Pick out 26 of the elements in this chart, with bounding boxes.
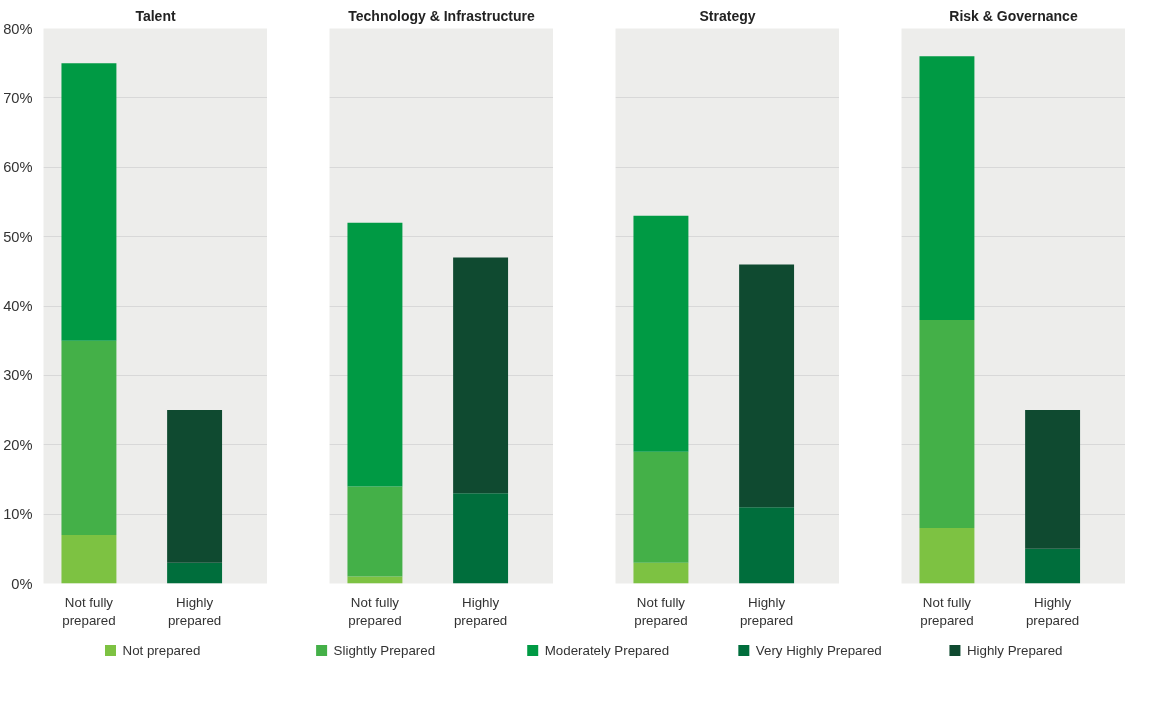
chart-title: Strategy [699,7,756,24]
y-tick-label: 20% [3,436,33,453]
x-tick-label: Highly prepared [739,594,794,628]
legend-label: Highly Prepared [966,643,1063,658]
y-tick-label: 60% [3,159,33,176]
legend-label: Slightly Prepared [333,643,436,658]
x-tick-label: Not fully prepared [634,594,688,628]
y-tick-label: 40% [3,298,33,314]
x-tick-label: Highly prepared [1025,594,1080,628]
x-tick-label: Not fully prepared [920,594,974,628]
y-tick-label: 0% [11,575,33,592]
x-tick-label: Highly prepared [453,594,508,628]
y-tick-label: 80% [3,20,33,37]
x-tick-label: Not fully prepared [62,594,116,628]
legend-label: Moderately Prepared [544,643,670,658]
x-tick-label: Highly prepared [167,594,222,628]
chart-title: Talent [135,7,176,24]
legend-label: Very Highly Prepared [755,643,882,658]
y-tick-label: 30% [3,367,33,384]
y-tick-label: 10% [3,506,33,523]
y-tick-label: 70% [3,89,33,106]
chart-title: Risk & Governance [949,7,1078,24]
x-tick-label: Not fully prepared [348,594,402,628]
legend-label: Not prepared [122,643,201,658]
chart-title: Technology & Infrastructure [348,7,535,24]
y-tick-label: 50% [3,228,33,245]
